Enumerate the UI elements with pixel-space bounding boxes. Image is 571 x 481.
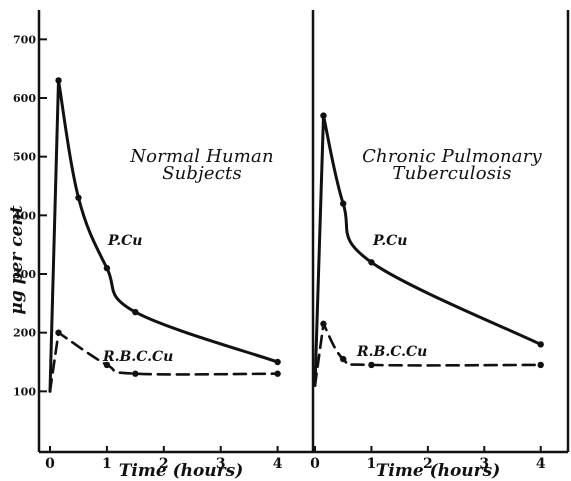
series-p-cu: P.Cu: [48, 77, 281, 393]
series-label-r-b-c-cu: R.B.C.Cu: [356, 344, 427, 360]
x-tick-label-0: 0: [45, 456, 55, 472]
data-point-p-cu-2: [75, 194, 82, 201]
data-point-r-b-c-cu-4: [274, 370, 281, 377]
data-point-r-b-c-cu-3: [368, 361, 375, 369]
data-point-r-b-c-cu-3: [132, 370, 139, 377]
y-tick-label-300: 300: [13, 268, 36, 281]
data-point-p-cu-5: [274, 358, 281, 366]
x-axis-label: Time (hours): [376, 461, 501, 481]
data-point-r-b-c-cu-2: [340, 355, 347, 363]
panel-title: Normal Human Subjects: [129, 146, 274, 184]
data-point-r-b-c-cu-4: [537, 361, 544, 369]
panel-title-line-2: Tuberculosis: [392, 163, 511, 184]
series-line-p-cu: [313, 114, 543, 387]
panel-title-line-1: Normal Human: [129, 146, 274, 167]
series-label-r-b-c-cu: R.B.C.Cu: [102, 349, 173, 365]
x-axis-label: Time (hours): [119, 461, 244, 481]
y-axis-label: μg per cent: [7, 205, 27, 314]
y-tick-label-400: 400: [13, 209, 36, 222]
series-p-cu: P.Cu: [313, 112, 544, 387]
panel-1: 100 200 300 400 500 600 700 0 1 2 3 4 Time (hours) μg…: [7, 10, 313, 481]
series-label-p-cu: P.Cu: [372, 233, 407, 249]
series-line-p-cu: [48, 78, 280, 393]
data-point-p-cu-4: [537, 341, 544, 348]
y-tick-label-200: 200: [13, 327, 36, 340]
y-tick-label-700: 700: [13, 33, 36, 46]
x-tick-label-3: 3: [479, 456, 489, 472]
y-tick-label-100: 100: [13, 385, 36, 398]
panel-2: 0 1 2 3 4 Time (hours) Chronic Pulmonary Tuberc…: [310, 10, 570, 481]
x-tick-label-1: 1: [367, 456, 377, 472]
series-line-r-b-c-cu: [313, 322, 542, 387]
series-r-b-c-cu: R.B.C.Cu: [313, 320, 544, 387]
panel-title-line-2: Subjects: [162, 163, 242, 184]
panel-title: Chronic Pulmonary Tuberculosis: [362, 146, 542, 184]
y-tick-label-500: 500: [13, 151, 36, 164]
x-tick-label-1: 1: [102, 456, 112, 472]
data-point-p-cu-1: [320, 112, 327, 119]
x-tick-label-2: 2: [423, 456, 433, 472]
x-tick-label-4: 4: [273, 456, 283, 472]
data-point-p-cu-3: [368, 259, 375, 266]
data-point-p-cu-1: [55, 77, 62, 84]
x-tick-label-3: 3: [216, 456, 226, 472]
data-point-r-b-c-cu-2: [103, 361, 111, 369]
series-label-p-cu: P.Cu: [107, 233, 142, 249]
data-point-r-b-c-cu-1: [320, 320, 327, 328]
x-tick-label-2: 2: [159, 456, 169, 472]
y-tick-label-600: 600: [13, 92, 36, 105]
data-point-r-b-c-cu-1: [55, 329, 62, 336]
data-point-p-cu-3: [103, 264, 111, 272]
data-point-p-cu-2: [340, 200, 347, 207]
data-point-p-cu-4: [132, 308, 139, 316]
series-line-r-b-c-cu: [48, 331, 279, 393]
series-r-b-c-cu: R.B.C.Cu: [48, 329, 281, 393]
panel-title-line-1: Chronic Pulmonary: [362, 146, 542, 167]
x-tick-label-4: 4: [536, 456, 546, 472]
x-tick-label-0: 0: [310, 456, 320, 472]
